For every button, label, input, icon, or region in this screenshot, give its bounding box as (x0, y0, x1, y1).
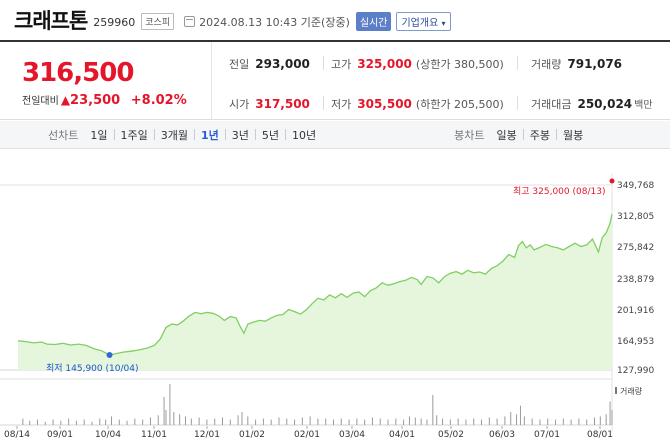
stat-prev-label: 전일 (229, 58, 250, 71)
tab-monthly[interactable]: 월봉 (563, 128, 584, 142)
quote-datetime: 2024.08.13 10:43 기준(장중) (199, 15, 350, 29)
x-tick-label: 08/14 (4, 430, 30, 440)
divider (254, 129, 256, 140)
high-marker (609, 178, 615, 184)
upper-limit: (상한가 380,500) (415, 58, 504, 71)
stat-amount-unit: 백만 (634, 100, 653, 111)
volume-label: 거래량 (620, 386, 643, 396)
price-panel: 316,500 전일대비 ▲23,500 +8.02% 전일 293,000 고가 3… (0, 40, 670, 120)
company-overview-button[interactable]: 기업개요 ▾ (396, 12, 451, 31)
realtime-badge[interactable]: 실시간 (355, 12, 392, 31)
price-line (17, 213, 613, 356)
current-price: 316,500 (22, 58, 134, 88)
change-label: 전일대비 (22, 96, 59, 107)
y-tick-label: 275,842 (617, 243, 654, 253)
low-annotation: 최저 145,900 (10/04) (46, 363, 138, 374)
line-chart-label: 선차트 (48, 128, 79, 142)
tab-1d[interactable]: 1일 (90, 128, 108, 142)
x-tick-label: 11/01 (141, 430, 167, 440)
x-tick-label: 07/01 (534, 430, 560, 440)
y-tick-label: 201,916 (617, 306, 654, 316)
tab-3y[interactable]: 3년 (231, 128, 249, 142)
divider (517, 56, 518, 70)
x-tick-label: 03/04 (339, 430, 365, 440)
stat-amount: 거래대금 250,024 백만 (531, 96, 653, 112)
x-tick-label: 05/02 (438, 430, 464, 440)
stat-amount-label: 거래대금 (531, 98, 572, 111)
tab-daily[interactable]: 일봉 (496, 128, 517, 142)
price-change: 전일대비 ▲23,500 +8.02% (22, 92, 187, 108)
stat-open: 시가 317,500 (229, 96, 310, 112)
price-area (18, 214, 612, 370)
stat-volume-label: 거래량 (531, 58, 562, 71)
y-tick-label: 349,768 (617, 181, 654, 191)
tab-10y[interactable]: 10년 (292, 128, 317, 142)
y-tick-label: 127,990 (617, 366, 654, 376)
stat-amount-value: 250,024 (577, 97, 633, 111)
change-value: 23,500 (70, 93, 121, 108)
stock-code: 259960 (93, 15, 136, 29)
change-percent: +8.02% (130, 93, 187, 108)
stat-low-label: 저가 (331, 98, 352, 111)
divider (153, 129, 155, 140)
low-marker (106, 351, 113, 358)
stat-low-value: 305,500 (357, 97, 412, 111)
chart-period-tabs: 선차트 1일 1주일 3개월 1년 3년 5년 10년 봉차트 일봉 주봉 월봉 (0, 121, 670, 149)
tab-1y[interactable]: 1년 (201, 128, 219, 142)
divider (522, 129, 524, 140)
x-tick-label: 12/01 (194, 430, 220, 440)
price-stats: 전일 293,000 고가 325,000 (상한가 380,500) 거래량 791,… (212, 42, 670, 120)
volume-legend-icon (615, 387, 617, 394)
tab-5y[interactable]: 5년 (261, 128, 280, 142)
divider (194, 129, 195, 140)
stat-high: 고가 325,000 (상한가 380,500) (331, 56, 504, 72)
x-tick-label: 06/03 (489, 430, 515, 440)
stat-open-value: 317,500 (255, 97, 310, 111)
divider (113, 129, 115, 140)
price-chart-svg: 349,768 312,805 275,842 238,879 201,916 164,9… (0, 174, 654, 440)
divider (224, 129, 226, 140)
stat-high-label: 고가 (331, 58, 352, 71)
market-badge: 코스피 (141, 13, 175, 30)
calendar-icon (184, 16, 196, 27)
company-overview-label: 기업개요 (401, 18, 439, 29)
divider (323, 56, 324, 70)
divider (323, 96, 324, 110)
x-tick-label: 09/01 (47, 430, 73, 440)
tab-3m[interactable]: 3개월 (160, 128, 188, 142)
price-chart[interactable]: 349,768 312,805 275,842 238,879 201,916 164,9… (0, 150, 670, 445)
y-tick-label: 164,953 (617, 337, 654, 347)
current-price-box: 316,500 전일대비 ▲23,500 +8.02% (0, 42, 212, 120)
stat-open-label: 시가 (229, 98, 250, 111)
stat-prev: 전일 293,000 (229, 56, 310, 72)
stat-high-value: 325,000 (357, 57, 412, 71)
x-tick-label: 10/04 (95, 430, 121, 440)
stock-name[interactable]: 크래프톤 (14, 9, 88, 33)
x-tick-label: 08/01 (587, 430, 613, 440)
x-tick-label: 01/02 (239, 430, 265, 440)
divider (556, 129, 558, 140)
stat-prev-value: 293,000 (255, 57, 310, 71)
y-tick-label: 238,879 (617, 275, 654, 285)
up-arrow-icon: ▲ (60, 93, 71, 107)
chevron-down-icon: ▾ (441, 19, 446, 28)
tab-weekly[interactable]: 주봉 (529, 128, 551, 142)
high-annotation: 최고 325,000 (08/13) (513, 186, 605, 197)
lower-limit: (하한가 205,500) (415, 98, 504, 111)
divider (517, 96, 518, 110)
y-tick-label: 312,805 (617, 212, 654, 222)
divider (285, 129, 287, 140)
stat-volume-value: 791,076 (567, 57, 623, 71)
candle-chart-label: 봉차트 (454, 128, 485, 142)
x-tick-label: 02/01 (294, 430, 320, 440)
x-tick-label: 04/01 (389, 430, 415, 440)
stat-volume: 거래량 791,076 (531, 56, 622, 72)
stat-low: 저가 305,500 (하한가 205,500) (331, 96, 504, 112)
tab-1w[interactable]: 1주일 (120, 128, 148, 142)
stock-header: 크래프톤 259960 코스피 2024.08.13 10:43 기준(장중) … (0, 0, 670, 40)
